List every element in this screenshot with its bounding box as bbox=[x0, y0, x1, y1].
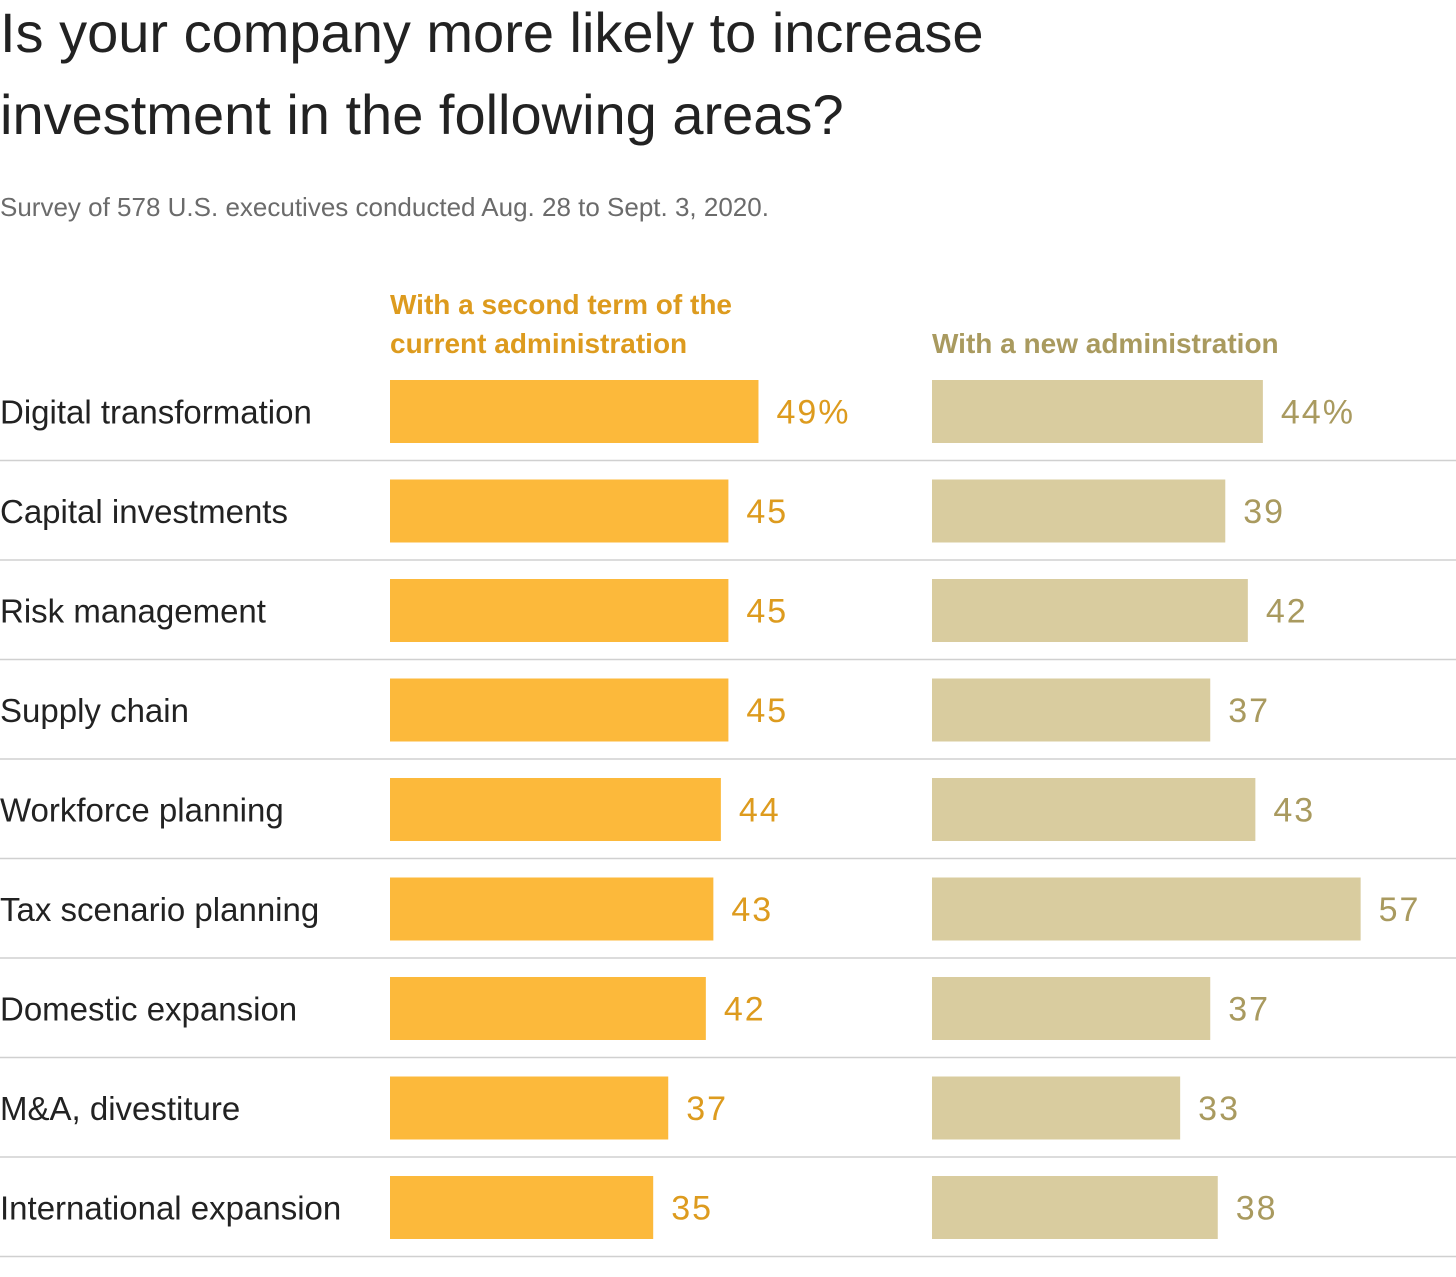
row-dividers bbox=[0, 459, 1456, 1258]
category-label: International expansion bbox=[0, 1190, 341, 1227]
series-header-new: With a new administration bbox=[932, 328, 1279, 359]
bar-new bbox=[932, 1076, 1181, 1140]
value-label-new: 37 bbox=[1228, 991, 1270, 1029]
chart-title-line-2: investment in the following areas? bbox=[0, 83, 844, 146]
chart-row: Capital investments 45 39 bbox=[0, 479, 1285, 543]
value-label-new: 43 bbox=[1273, 792, 1315, 830]
bar-current bbox=[390, 1176, 654, 1239]
category-label: Digital transformation bbox=[0, 394, 312, 431]
category-label: Workforce planning bbox=[0, 792, 284, 829]
category-label: Risk management bbox=[0, 593, 266, 630]
bar-new bbox=[932, 977, 1211, 1040]
chart-row: Digital transformation 49% 44% bbox=[0, 380, 1355, 443]
bar-new bbox=[932, 380, 1263, 443]
category-label: Capital investments bbox=[0, 493, 288, 530]
value-label-current: 45 bbox=[746, 692, 788, 730]
category-label: Domestic expansion bbox=[0, 991, 297, 1028]
value-label-current: 49% bbox=[776, 394, 850, 432]
chart-row: International expansion 35 38 bbox=[0, 1176, 1278, 1239]
chart-row: Domestic expansion 42 37 bbox=[0, 977, 1270, 1040]
bar-new bbox=[932, 479, 1226, 543]
value-label-new: 37 bbox=[1228, 692, 1270, 730]
value-label-current: 45 bbox=[746, 493, 788, 531]
bar-current bbox=[390, 678, 729, 742]
chart-row: Risk management 45 42 bbox=[0, 579, 1308, 642]
series-header-current: With a second term of the current adminis… bbox=[390, 289, 732, 359]
chart-subtitle: Survey of 578 U.S. executives conducted … bbox=[0, 192, 769, 222]
category-label: Supply chain bbox=[0, 692, 189, 729]
bar-current bbox=[390, 778, 721, 841]
category-label: Tax scenario planning bbox=[0, 891, 319, 928]
value-label-new: 57 bbox=[1379, 891, 1421, 929]
bar-current bbox=[390, 977, 706, 1040]
bar-new bbox=[932, 579, 1248, 642]
bar-new bbox=[932, 778, 1256, 841]
bar-new bbox=[932, 678, 1211, 742]
bar-new bbox=[932, 1176, 1218, 1239]
category-label: M&A, divestiture bbox=[0, 1090, 240, 1127]
bar-current bbox=[390, 479, 729, 543]
value-label-new: 44% bbox=[1281, 394, 1355, 432]
value-label-current: 45 bbox=[746, 593, 788, 631]
bar-current bbox=[390, 1076, 669, 1140]
value-label-new: 33 bbox=[1198, 1090, 1240, 1128]
value-label-current: 43 bbox=[731, 891, 773, 929]
chart-row: M&A, divestiture 37 33 bbox=[0, 1076, 1240, 1140]
chart-row: Workforce planning 44 43 bbox=[0, 778, 1315, 841]
bar-current bbox=[390, 877, 714, 941]
chart-title-line-1: Is your company more likely to increase bbox=[0, 1, 984, 64]
chart-rows: Digital transformation 49% 44% Capital inve… bbox=[0, 380, 1421, 1239]
bar-current bbox=[390, 579, 729, 642]
chart-row: Supply chain 45 37 bbox=[0, 678, 1270, 742]
value-label-new: 39 bbox=[1243, 493, 1285, 531]
bar-current bbox=[390, 380, 759, 443]
value-label-new: 42 bbox=[1266, 593, 1308, 631]
value-label-current: 42 bbox=[724, 991, 766, 1029]
chart-row: Tax scenario planning 43 57 bbox=[0, 877, 1421, 941]
value-label-current: 35 bbox=[671, 1190, 713, 1228]
value-label-new: 38 bbox=[1236, 1190, 1278, 1228]
value-label-current: 44 bbox=[739, 792, 781, 830]
chart-title: Is your company more likely to increase i… bbox=[0, 1, 984, 146]
value-label-current: 37 bbox=[686, 1090, 728, 1128]
series-headers: With a second term of the current adminis… bbox=[390, 289, 1279, 359]
bar-new bbox=[932, 877, 1361, 941]
